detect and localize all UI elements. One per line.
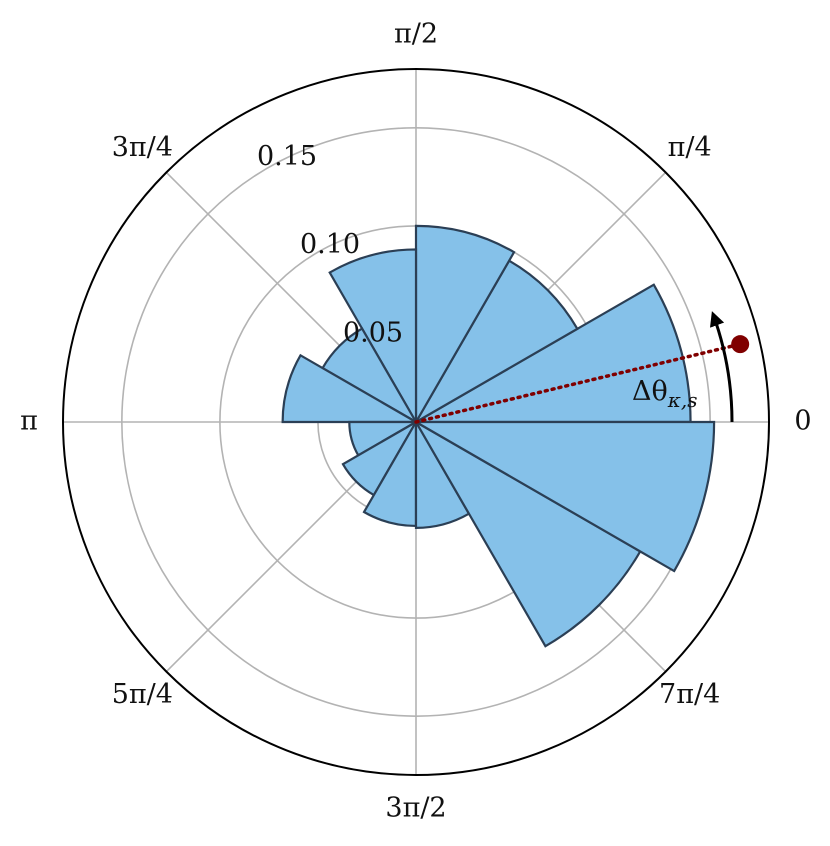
annotation-label: Δθκ,s bbox=[632, 376, 698, 412]
bar bbox=[412, 418, 642, 648]
bar bbox=[412, 259, 579, 426]
theta-tick-label: π/4 bbox=[668, 132, 712, 163]
bar bbox=[411, 420, 716, 573]
bar bbox=[414, 224, 516, 427]
theta-tick-label: 0 bbox=[794, 406, 811, 437]
bar bbox=[281, 353, 421, 424]
annotation-subscript: κ,s bbox=[667, 388, 698, 412]
annotation-point bbox=[731, 335, 750, 354]
bar bbox=[411, 283, 692, 424]
annotation-symbol: Δθ bbox=[632, 376, 668, 407]
r-tick-label: 0.15 bbox=[257, 141, 317, 172]
theta-tick-label: π/2 bbox=[394, 19, 438, 50]
annotation-line bbox=[414, 342, 742, 424]
theta-tick-label: 3π/4 bbox=[112, 132, 173, 163]
theta-tick-label: π bbox=[20, 406, 38, 437]
bar bbox=[328, 248, 418, 427]
theta-tick-label: 7π/4 bbox=[659, 679, 720, 710]
theta-tick-label: 3π/2 bbox=[385, 793, 446, 824]
r-tick-label: 0.10 bbox=[300, 229, 360, 260]
angle-arrow bbox=[709, 311, 734, 423]
theta-tick-label: 5π/4 bbox=[112, 679, 173, 710]
polar-frame bbox=[62, 68, 770, 776]
r-tick-label: 0.05 bbox=[343, 317, 403, 348]
